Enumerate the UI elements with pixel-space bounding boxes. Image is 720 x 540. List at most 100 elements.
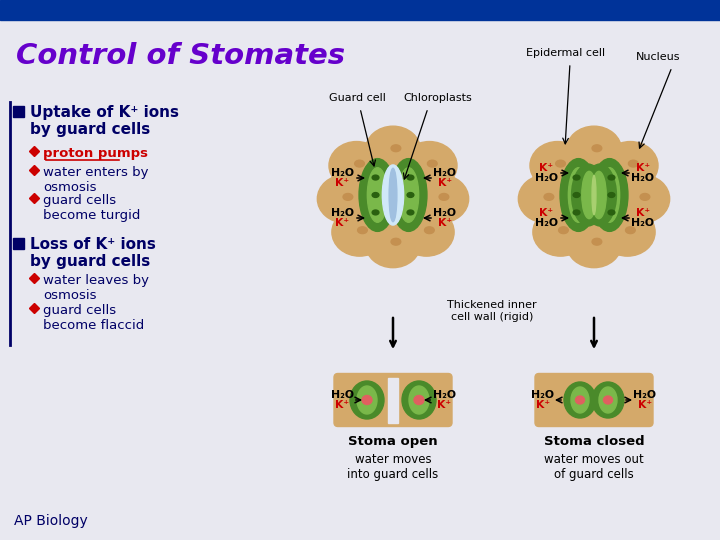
Text: Thickened inner
cell wall (rigid): Thickened inner cell wall (rigid) [447, 300, 537, 322]
Ellipse shape [428, 160, 437, 167]
Text: Nucleus: Nucleus [636, 52, 680, 62]
Text: K⁺: K⁺ [536, 400, 550, 410]
Text: K⁺: K⁺ [638, 400, 652, 410]
Text: guard cells
become flaccid: guard cells become flaccid [43, 304, 144, 332]
Ellipse shape [592, 382, 624, 418]
Ellipse shape [399, 208, 454, 256]
Ellipse shape [407, 193, 414, 198]
Bar [13, 238, 24, 249]
Text: K⁺: K⁺ [636, 163, 650, 173]
FancyBboxPatch shape [334, 374, 452, 427]
Ellipse shape [573, 175, 580, 180]
Ellipse shape [372, 210, 379, 215]
Text: K⁺: K⁺ [636, 208, 650, 218]
Text: K⁺: K⁺ [335, 218, 349, 228]
Ellipse shape [564, 382, 596, 418]
Bar [13, 106, 24, 117]
Ellipse shape [592, 238, 602, 245]
Text: Control of Stomates: Control of Stomates [16, 42, 345, 70]
Ellipse shape [533, 208, 588, 256]
Ellipse shape [414, 395, 424, 404]
Text: K⁺: K⁺ [335, 178, 349, 188]
Ellipse shape [559, 227, 568, 234]
Text: Epidermal cell: Epidermal cell [526, 48, 606, 58]
Text: Guard cell: Guard cell [328, 93, 385, 103]
Ellipse shape [608, 175, 615, 180]
Text: H₂O: H₂O [634, 390, 657, 400]
Ellipse shape [367, 168, 387, 222]
Ellipse shape [329, 141, 384, 190]
Ellipse shape [582, 171, 597, 219]
Ellipse shape [573, 193, 580, 198]
Ellipse shape [318, 175, 373, 223]
Text: K⁺: K⁺ [438, 178, 452, 188]
Ellipse shape [608, 210, 615, 215]
Ellipse shape [362, 395, 372, 404]
Bar [388, 377, 398, 422]
Text: H₂O: H₂O [531, 390, 554, 400]
Ellipse shape [592, 145, 602, 152]
Ellipse shape [365, 126, 420, 174]
Text: K⁺: K⁺ [335, 400, 349, 410]
Ellipse shape [350, 381, 384, 419]
Text: Uptake of K⁺ ions
by guard cells: Uptake of K⁺ ions by guard cells [30, 105, 179, 137]
Ellipse shape [355, 160, 364, 167]
FancyBboxPatch shape [535, 374, 653, 427]
Ellipse shape [629, 160, 638, 167]
Ellipse shape [357, 386, 377, 414]
Ellipse shape [413, 175, 469, 223]
Ellipse shape [560, 159, 597, 231]
Bar [0, 0, 720, 20]
Ellipse shape [402, 141, 457, 190]
Text: Loss of K⁺ ions
by guard cells: Loss of K⁺ ions by guard cells [30, 237, 156, 269]
Ellipse shape [530, 141, 585, 190]
Ellipse shape [398, 168, 418, 222]
Ellipse shape [358, 227, 367, 234]
Ellipse shape [603, 396, 613, 404]
Text: Stoma open: Stoma open [348, 435, 438, 448]
Ellipse shape [591, 171, 606, 219]
Ellipse shape [407, 175, 414, 180]
Text: proton pumps: proton pumps [43, 147, 148, 160]
Ellipse shape [407, 210, 414, 215]
Text: K⁺: K⁺ [438, 218, 452, 228]
Text: water enters by
osmosis: water enters by osmosis [43, 166, 148, 194]
Text: K⁺: K⁺ [539, 163, 553, 173]
Text: H₂O: H₂O [534, 218, 557, 228]
Ellipse shape [591, 159, 628, 231]
Ellipse shape [556, 160, 565, 167]
Ellipse shape [608, 193, 615, 198]
Ellipse shape [567, 126, 621, 174]
Text: H₂O: H₂O [330, 168, 354, 178]
Ellipse shape [365, 220, 420, 268]
Ellipse shape [390, 159, 427, 231]
Text: H₂O: H₂O [330, 208, 354, 218]
Ellipse shape [572, 164, 605, 226]
Ellipse shape [391, 238, 401, 245]
Text: H₂O: H₂O [433, 390, 456, 400]
Ellipse shape [567, 220, 621, 268]
Ellipse shape [603, 141, 658, 190]
Ellipse shape [382, 165, 404, 225]
Text: water moves
into guard cells: water moves into guard cells [347, 453, 438, 481]
Ellipse shape [599, 168, 620, 222]
Ellipse shape [439, 193, 449, 200]
Text: water leaves by
osmosis: water leaves by osmosis [43, 274, 149, 302]
Text: water moves out
of guard cells: water moves out of guard cells [544, 453, 644, 481]
Text: Chloroplasts: Chloroplasts [404, 93, 472, 103]
Text: guard cells
become turgid: guard cells become turgid [43, 194, 140, 222]
Text: Stoma closed: Stoma closed [544, 435, 644, 448]
Ellipse shape [573, 210, 580, 215]
Ellipse shape [600, 208, 655, 256]
Ellipse shape [571, 387, 589, 413]
Ellipse shape [599, 387, 617, 413]
Ellipse shape [409, 386, 429, 414]
Text: H₂O: H₂O [631, 173, 654, 183]
Text: AP Biology: AP Biology [14, 514, 88, 528]
Ellipse shape [568, 168, 589, 222]
Ellipse shape [402, 381, 436, 419]
Text: H₂O: H₂O [433, 168, 456, 178]
Ellipse shape [575, 396, 585, 404]
Ellipse shape [372, 175, 379, 180]
Ellipse shape [640, 193, 649, 200]
